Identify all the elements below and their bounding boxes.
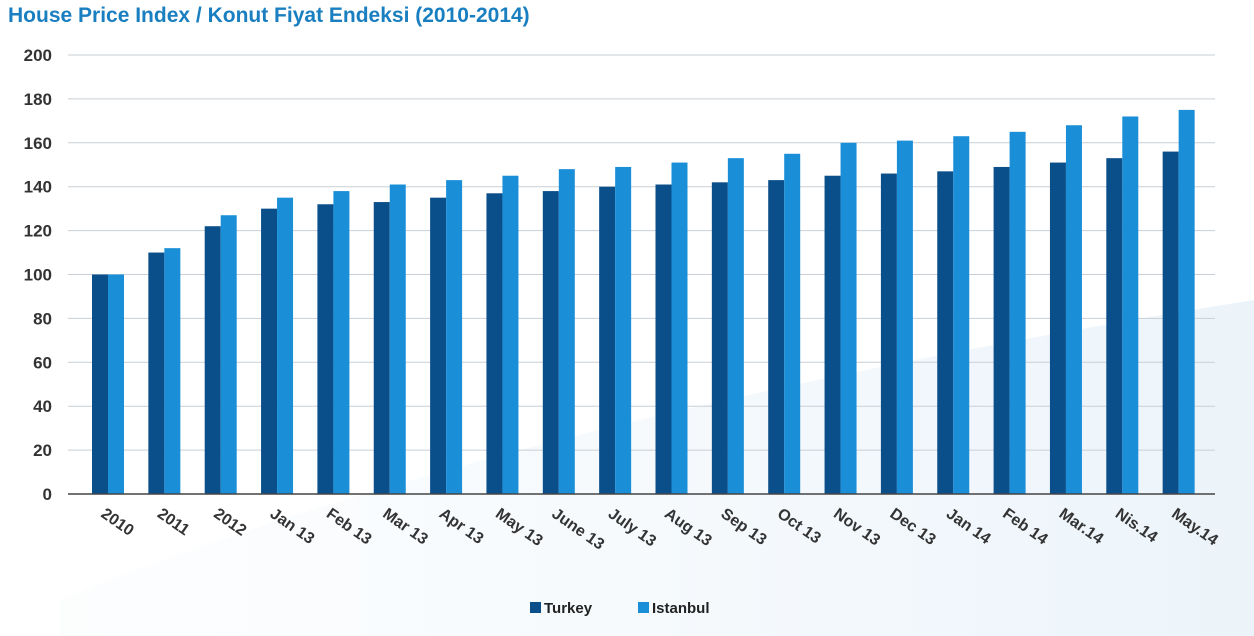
bar-istanbul — [220, 215, 237, 495]
bar-istanbul — [1065, 125, 1082, 495]
bar-istanbul — [615, 166, 632, 494]
bar-turkey — [1162, 151, 1179, 494]
bar-istanbul — [108, 274, 124, 494]
bar-turkey — [373, 202, 390, 494]
bar-turkey — [993, 166, 1010, 494]
bar-istanbul — [446, 180, 463, 495]
bar-istanbul — [389, 184, 406, 494]
bar-turkey — [599, 186, 616, 494]
y-tick-label: 20 — [33, 441, 52, 460]
bar-istanbul — [333, 191, 350, 494]
x-tick-label: 2010 — [98, 505, 137, 539]
bar-turkey — [1106, 158, 1123, 495]
bar-turkey — [1049, 162, 1066, 494]
bar-turkey — [486, 193, 503, 494]
y-axis-ticks: 0 20 40 60 80 100 120 140 160 180 200 — [24, 46, 52, 504]
legend-label-turkey: Turkey — [544, 600, 593, 617]
legend: Turkey Istanbul — [530, 600, 710, 617]
bar-turkey — [430, 197, 447, 495]
bar-istanbul — [1178, 109, 1195, 494]
bar-istanbul — [558, 169, 575, 494]
bar-turkey — [655, 184, 672, 494]
bars — [92, 109, 1195, 495]
bar-turkey — [317, 204, 334, 494]
y-tick-label: 0 — [43, 485, 52, 504]
bar-istanbul — [164, 248, 181, 494]
bar-turkey — [542, 191, 559, 494]
bar-istanbul — [502, 175, 519, 494]
bar-turkey — [768, 180, 785, 495]
bar-turkey — [937, 171, 954, 494]
chart-title: House Price Index / Konut Fiyat Endeksi … — [8, 4, 530, 27]
legend-label-istanbul: Istanbul — [652, 600, 710, 617]
y-tick-label: 160 — [24, 134, 52, 153]
bar-istanbul — [840, 142, 857, 495]
bar-istanbul — [671, 162, 688, 494]
y-tick-label: 140 — [24, 178, 52, 197]
y-tick-label: 200 — [24, 46, 52, 65]
legend-swatch-turkey — [530, 602, 541, 613]
bar-turkey — [261, 208, 278, 494]
bar-turkey — [204, 226, 221, 494]
bar-istanbul — [277, 197, 294, 495]
y-tick-label: 80 — [33, 309, 52, 328]
bar-istanbul — [784, 153, 801, 494]
y-tick-label: 120 — [24, 222, 52, 241]
y-tick-label: 180 — [24, 90, 52, 109]
y-tick-label: 60 — [33, 353, 52, 372]
x-tick-label: 2011 — [154, 505, 192, 539]
y-tick-label: 40 — [33, 397, 52, 416]
bar-istanbul — [727, 158, 744, 495]
bar-turkey — [880, 173, 897, 494]
bar-istanbul — [1009, 131, 1026, 494]
legend-swatch-istanbul — [638, 602, 649, 613]
bar-istanbul — [1122, 116, 1139, 495]
bar-istanbul — [896, 140, 913, 495]
bar-turkey — [711, 182, 728, 494]
y-tick-label: 100 — [24, 266, 52, 285]
bar-turkey — [824, 175, 841, 494]
bar-turkey — [148, 252, 165, 494]
bar-turkey — [92, 274, 108, 494]
bar-istanbul — [953, 136, 970, 494]
